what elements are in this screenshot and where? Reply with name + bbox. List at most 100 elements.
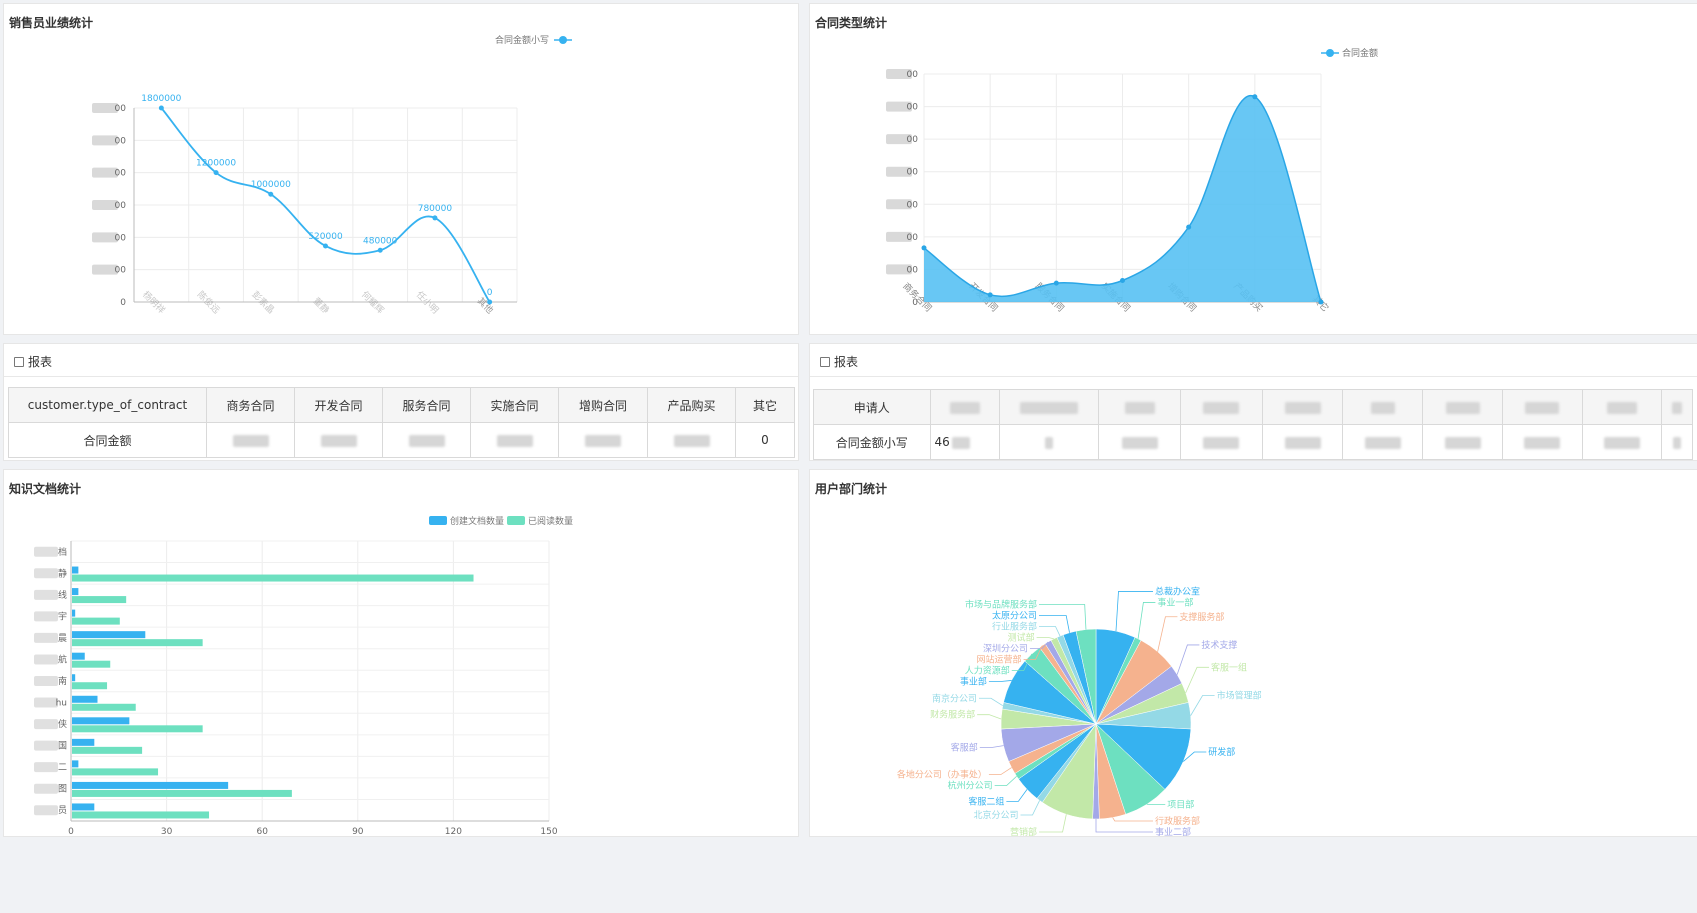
redacted-y-tick xyxy=(886,101,912,112)
pie-label: 财务服务部 xyxy=(930,709,975,721)
pie-label: 太原分公司 xyxy=(992,610,1037,622)
pie-label: 行业服务部 xyxy=(992,621,1037,633)
data-point xyxy=(158,105,164,111)
pie-label: 网站运营部 xyxy=(977,654,1022,666)
report-col-header: 实施合同 xyxy=(470,387,559,423)
y-tick-label: 00 xyxy=(907,103,919,113)
x-tick-label: 60 xyxy=(256,827,268,837)
report-panel-1: 报表 customer.type_of_contract 商务合同 开发合同 服… xyxy=(3,343,799,461)
dept-chart-panel: 用户部门统计 总裁办公室 事业一部 支撑服务部 技术支撑 客服一组 市场管理部 研发部 项目部… xyxy=(809,469,1697,837)
knowledge-chart-title: 知识文档统计 xyxy=(9,482,82,496)
redacted-category xyxy=(34,783,58,794)
y-tick-label: 00 xyxy=(115,104,127,114)
pie-label: 各地分公司（办事处） xyxy=(897,769,987,781)
redacted-category xyxy=(34,611,58,622)
x-tick-label: 其他 xyxy=(475,295,496,316)
redacted-y-tick xyxy=(92,232,118,243)
report-col-header: 增购合同 xyxy=(558,387,648,423)
contract-area-chart: 合同金额000000000000000商务合同开发合同服务合同实施合同增购合同产… xyxy=(886,47,1378,314)
redacted-cell xyxy=(647,422,736,458)
legend-label: 合同金额小写 xyxy=(495,34,549,46)
bar-created xyxy=(72,674,76,682)
y-tick-label: 00 xyxy=(115,169,127,179)
bar-created xyxy=(72,738,95,746)
bar-read xyxy=(72,811,210,819)
bar-read xyxy=(72,574,474,582)
legend-swatch xyxy=(429,516,447,525)
y-tick-label: 00 xyxy=(907,70,919,80)
data-label: 1000000 xyxy=(251,180,291,190)
pie-label: 客服二组 xyxy=(968,795,1004,807)
report2-cell-partial: 46 xyxy=(929,424,1001,460)
bar-created xyxy=(72,652,85,660)
redacted-cell xyxy=(929,389,1001,425)
bar-read xyxy=(72,596,127,604)
report2-col-header: 申请人 xyxy=(813,389,931,425)
report-header-row: customer.type_of_contract 商务合同 开发合同 服务合同… xyxy=(8,387,795,423)
report-col-header: 其它 xyxy=(735,387,795,423)
redacted-category xyxy=(34,805,58,816)
report2-first-value: 46 xyxy=(934,435,950,449)
legend-marker xyxy=(1326,49,1334,57)
redacted-y-tick xyxy=(886,264,912,275)
pie-label: 客服部 xyxy=(951,741,978,753)
redacted-cell xyxy=(999,424,1100,460)
pie-label-line xyxy=(1115,591,1153,632)
pie-slice xyxy=(1095,723,1192,790)
redacted-category xyxy=(34,546,58,557)
redacted-y-tick xyxy=(92,200,118,210)
y-tick-label: 侠 xyxy=(58,718,67,730)
pie-label-line xyxy=(1157,616,1178,652)
report-title-1: 报表 xyxy=(28,355,53,369)
bar-read xyxy=(72,725,203,733)
legend-label: 已阅读数量 xyxy=(528,515,573,527)
bar-created xyxy=(72,760,79,768)
report-header-1: 报表 xyxy=(14,353,52,370)
redacted-y-tick xyxy=(886,166,912,177)
redacted-cell xyxy=(1501,424,1583,460)
redacted-y-tick xyxy=(886,199,912,210)
y-tick-label: 二 xyxy=(58,763,67,773)
bar-created xyxy=(72,566,79,574)
pie-label: 研发部 xyxy=(1208,746,1235,758)
y-tick-label: 员 xyxy=(58,805,67,816)
pie-label: 杭州分公司 xyxy=(948,780,993,792)
y-tick-label: 国 xyxy=(58,741,67,752)
report-cell-value: 0 xyxy=(735,422,795,458)
pie-label: 北京分公司 xyxy=(973,809,1018,821)
pie-label: 事业二部 xyxy=(1155,826,1191,837)
y-tick-label: 0 xyxy=(912,298,918,308)
redacted-category xyxy=(34,762,58,773)
bar-read xyxy=(72,746,143,754)
bar-read xyxy=(72,617,120,625)
pie-label-line xyxy=(1176,644,1200,675)
pie-label: 技术支撑 xyxy=(1201,639,1237,651)
pie-label-line xyxy=(994,775,1017,786)
y-tick-label: 0 xyxy=(120,298,126,308)
y-tick-label: hu xyxy=(56,699,67,709)
bar-created xyxy=(72,609,76,617)
data-point xyxy=(213,170,219,176)
data-label: 520000 xyxy=(308,232,343,242)
redacted-cell xyxy=(1661,424,1693,460)
pie-label: 事业部 xyxy=(960,676,987,688)
pie-label: 测试部 xyxy=(1008,632,1035,644)
y-tick-label: 线 xyxy=(58,589,67,601)
pie-label-line xyxy=(1039,615,1070,633)
bar-created xyxy=(72,631,146,639)
report-col-header: 服务合同 xyxy=(382,387,471,423)
data-point xyxy=(921,245,927,251)
pie-label: 市场与品牌服务部 xyxy=(965,599,1037,611)
pie-label: 行政服务部 xyxy=(1155,815,1200,827)
pie-label-line xyxy=(1039,814,1067,833)
dept-chart-title: 用户部门统计 xyxy=(815,482,888,496)
pie-label-line xyxy=(1112,817,1153,822)
y-tick-label: 宇 xyxy=(58,610,67,622)
report-icon xyxy=(14,356,24,367)
y-tick-label: 航 xyxy=(58,653,67,665)
redacted-cell xyxy=(294,422,383,458)
redacted-cell xyxy=(999,389,1100,425)
pie-label: 事业一部 xyxy=(1157,596,1193,608)
report2-data-row: 合同金额小写 46 xyxy=(813,424,1693,460)
